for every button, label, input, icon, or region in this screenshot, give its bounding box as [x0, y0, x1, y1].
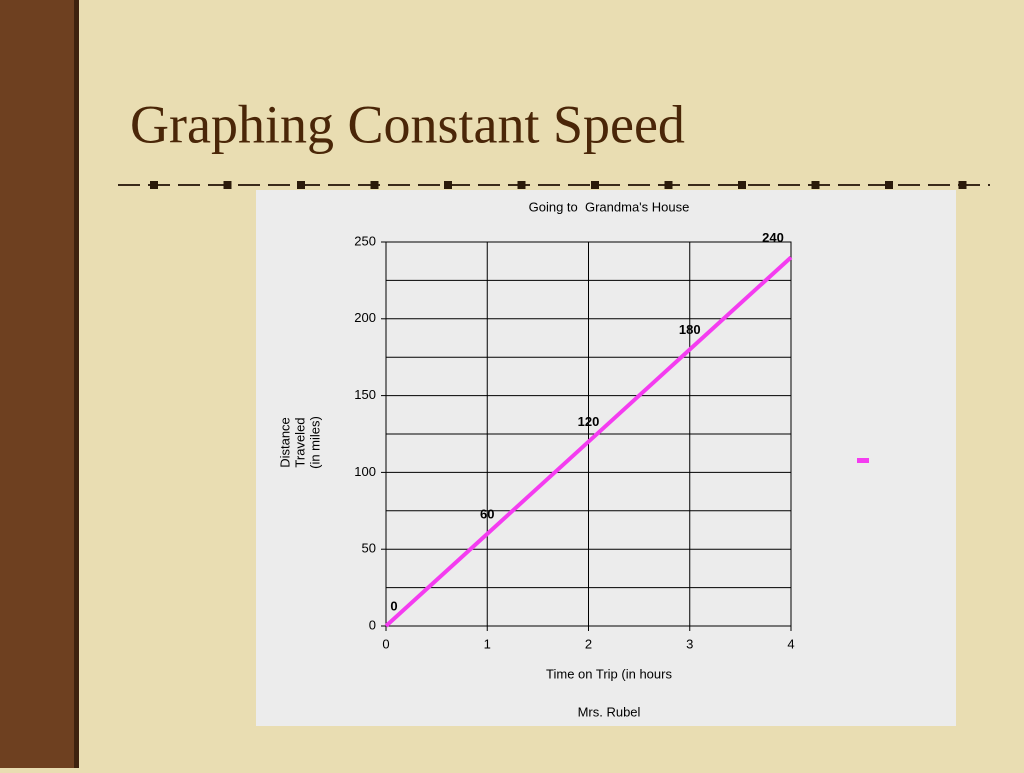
x-tick-label: 2: [585, 636, 592, 651]
x-tick-label: 0: [382, 636, 389, 651]
y-tick-label: 0: [369, 617, 376, 632]
plot-frame: [385, 241, 792, 627]
divider-square: [738, 181, 746, 189]
side-edge: [74, 0, 79, 768]
chart-panel: [256, 190, 956, 726]
divider-square: [444, 181, 452, 189]
data-label: 180: [679, 322, 701, 337]
y-axis-label: Distance Traveled (in miles): [277, 416, 323, 469]
x-tick-label: 1: [484, 636, 491, 651]
divider-square: [885, 181, 893, 189]
divider-square: [517, 181, 526, 189]
data-label: 0: [390, 598, 397, 613]
data-line: [384, 255, 793, 628]
data-label: 240: [762, 230, 784, 245]
caption: Mrs. Rubel: [578, 704, 641, 719]
data-label: 60: [480, 506, 494, 521]
y-tick-label: 200: [354, 310, 376, 325]
y-tick-label: 250: [354, 233, 376, 248]
side-strip: [0, 0, 78, 768]
y-tick-label: 100: [354, 464, 376, 479]
slide-title: Graphing Constant Speed: [130, 94, 685, 154]
chart-title: Going to Grandma's House: [529, 199, 690, 214]
x-tick-label: 3: [686, 636, 693, 651]
divider-square: [811, 181, 820, 189]
divider-square: [591, 181, 599, 189]
divider-square: [297, 181, 305, 189]
y-tick-label: 50: [362, 541, 376, 556]
divider-square: [370, 181, 379, 189]
stray-mark: [857, 458, 869, 463]
divider-square: [223, 181, 232, 189]
divider-square: [958, 181, 967, 189]
x-axis-label: Time on Trip (in hours: [546, 666, 672, 681]
divider-square: [150, 181, 158, 189]
data-label: 120: [578, 414, 600, 429]
y-tick-label: 150: [354, 387, 376, 402]
x-tick-label: 4: [787, 636, 794, 651]
divider-square: [664, 181, 673, 189]
